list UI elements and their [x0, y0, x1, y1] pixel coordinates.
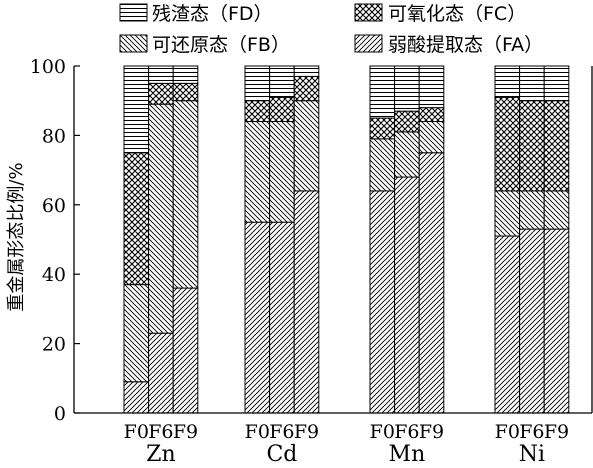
segment-fc [418, 107, 445, 123]
segment-fc [148, 82, 174, 105]
x-tick-label: F9 [544, 421, 569, 443]
x-tick-label: F9 [419, 421, 444, 443]
legend-label-fb: 可还原态（FB） [152, 34, 290, 56]
bar-zn-f6 [148, 65, 174, 414]
legend: 残渣态（FD） 可氧化态（FC） 可还原态（FB） 弱酸提取态（FA） [119, 3, 543, 56]
segment-fa [418, 152, 445, 414]
segment-fd [494, 65, 521, 98]
bar-ni-f6 [519, 65, 545, 414]
segment-fb [269, 121, 295, 223]
legend-swatch-fb [119, 34, 148, 53]
segment-fd [369, 65, 396, 119]
segment-fb [369, 138, 396, 192]
segment-fc [543, 100, 570, 192]
segment-fa [172, 287, 199, 414]
bar-cd-f9 [293, 65, 320, 414]
y-tick-label: 20 [42, 334, 66, 356]
segment-fd [543, 65, 570, 102]
legend-item-fd: 残渣态（FD） [119, 3, 273, 25]
bar-mn-f0 [369, 65, 396, 414]
segment-fa [269, 221, 295, 414]
legend-label-fd: 残渣态（FD） [152, 3, 273, 25]
segment-fa [394, 176, 420, 414]
group-label-cd: Cd [266, 442, 297, 467]
segment-fd [418, 65, 445, 109]
segment-fb [394, 131, 420, 178]
segment-fd [123, 65, 150, 154]
segment-fd [519, 65, 545, 102]
x-tick-label: F6 [269, 421, 294, 443]
segment-fd [394, 65, 420, 112]
x-tick-label: F0 [245, 421, 270, 443]
segment-fa [148, 332, 174, 414]
x-tick-label: F9 [173, 421, 198, 443]
segment-fb [244, 121, 271, 223]
segment-fb [172, 100, 199, 289]
legend-label-fa: 弱酸提取态（FA） [388, 34, 543, 56]
segment-fb [494, 190, 521, 237]
legend-item-fa: 弱酸提取态（FA） [354, 34, 543, 56]
bar-zn-f9 [172, 65, 199, 414]
legend-swatch-fc [354, 3, 383, 22]
x-tick-label: F0 [370, 421, 395, 443]
x-tick-label: F6 [519, 421, 544, 443]
segment-fc [244, 100, 271, 123]
segment-fd [293, 65, 320, 77]
legend-swatch-fd [119, 3, 148, 22]
y-tick-label: 100 [30, 56, 66, 78]
segment-fb [148, 103, 174, 334]
segment-fd [244, 65, 271, 102]
bar-cd-f0 [244, 65, 271, 414]
bar-zn-f0 [123, 65, 150, 414]
group-label-zn: Zn [146, 442, 175, 467]
segment-fc [123, 152, 150, 286]
segment-fc [269, 96, 295, 123]
segment-fb [418, 121, 445, 154]
y-tick-label: 0 [54, 403, 66, 425]
y-tick-label: 60 [42, 195, 66, 217]
segment-fa [244, 221, 271, 414]
segment-fc [172, 82, 199, 102]
segment-fb [293, 100, 320, 192]
x-tick-label: F0 [124, 421, 149, 443]
y-axis-label: 重金属形态比例/% [6, 162, 27, 311]
bar-ni-f0 [494, 65, 521, 414]
segment-fc [394, 110, 420, 133]
bar-mn-f6 [394, 65, 420, 414]
bar-ni-f9 [543, 65, 570, 414]
group-label-ni: Ni [519, 442, 545, 467]
segment-fa [293, 190, 320, 414]
bars [123, 65, 570, 414]
segment-fa [123, 381, 150, 414]
legend-item-fc: 可氧化态（FC） [354, 3, 526, 25]
legend-swatch-fa [354, 34, 383, 53]
segment-fb [543, 190, 570, 230]
legend-item-fb: 可还原态（FB） [119, 34, 290, 56]
segment-fd [172, 65, 199, 84]
segment-fb [123, 284, 150, 383]
segment-fc [293, 75, 320, 102]
segment-fc [369, 117, 396, 140]
segment-fd [269, 65, 295, 98]
segment-fc [519, 100, 545, 192]
segment-fa [494, 235, 521, 414]
y-tick-label: 40 [42, 264, 66, 286]
segment-fd [148, 65, 174, 84]
bar-cd-f6 [269, 65, 295, 414]
group-label-mn: Mn [389, 442, 426, 467]
segment-fa [519, 228, 545, 414]
legend-label-fc: 可氧化态（FC） [388, 3, 526, 25]
segment-fb [519, 190, 545, 230]
segment-fa [369, 190, 396, 414]
x-tick-label: F6 [148, 421, 173, 443]
x-tick-label: F6 [394, 421, 419, 443]
segment-fa [543, 228, 570, 414]
x-tick-label: F9 [294, 421, 319, 443]
bar-mn-f9 [418, 65, 445, 414]
x-tick-label: F0 [495, 421, 520, 443]
segment-fc [494, 96, 521, 192]
y-tick-label: 80 [42, 125, 66, 147]
